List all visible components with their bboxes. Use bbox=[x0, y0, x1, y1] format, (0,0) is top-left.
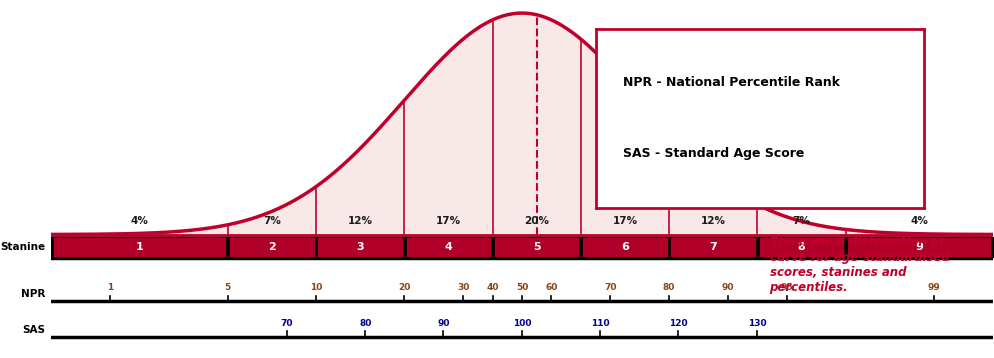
Text: 80: 80 bbox=[663, 283, 675, 292]
Text: NPR - National Percentile Rank: NPR - National Percentile Rank bbox=[622, 76, 840, 89]
Text: SAS: SAS bbox=[23, 325, 46, 335]
Text: 110: 110 bbox=[591, 319, 609, 328]
Text: 8: 8 bbox=[797, 242, 805, 252]
Text: NPR: NPR bbox=[21, 290, 46, 299]
Text: 2: 2 bbox=[268, 242, 275, 252]
Text: 90: 90 bbox=[722, 283, 735, 292]
Text: 20%: 20% bbox=[524, 216, 549, 226]
Text: 80: 80 bbox=[359, 319, 372, 328]
Text: SAS - Standard Age Score: SAS - Standard Age Score bbox=[622, 147, 804, 160]
Text: 40: 40 bbox=[486, 283, 499, 292]
Text: 5: 5 bbox=[225, 283, 231, 292]
Text: 12%: 12% bbox=[348, 216, 373, 226]
Text: The normal distribution or
curve for age-standardised
scores, stanines and
perce: The normal distribution or curve for age… bbox=[769, 236, 949, 294]
Text: 120: 120 bbox=[669, 319, 688, 328]
Text: 7%: 7% bbox=[263, 216, 281, 226]
Text: 17%: 17% bbox=[436, 216, 461, 226]
Text: 50: 50 bbox=[516, 283, 528, 292]
Text: 4%: 4% bbox=[911, 216, 928, 226]
Text: 4%: 4% bbox=[130, 216, 148, 226]
Text: Stanine: Stanine bbox=[0, 242, 46, 252]
Text: 9: 9 bbox=[915, 242, 923, 252]
Text: 130: 130 bbox=[747, 319, 766, 328]
Text: 17%: 17% bbox=[612, 216, 637, 226]
Text: 1: 1 bbox=[136, 242, 143, 252]
Text: 100: 100 bbox=[513, 319, 531, 328]
Text: 90: 90 bbox=[437, 319, 449, 328]
Text: 20: 20 bbox=[399, 283, 411, 292]
Text: 99: 99 bbox=[927, 283, 940, 292]
Text: 10: 10 bbox=[310, 283, 322, 292]
Text: 70: 70 bbox=[280, 319, 293, 328]
Text: 95: 95 bbox=[780, 283, 793, 292]
Text: 70: 70 bbox=[604, 283, 616, 292]
Text: 5: 5 bbox=[533, 242, 541, 252]
Text: 3: 3 bbox=[357, 242, 364, 252]
Text: 6: 6 bbox=[621, 242, 629, 252]
Text: 1: 1 bbox=[107, 283, 113, 292]
Text: 30: 30 bbox=[457, 283, 469, 292]
Text: 7%: 7% bbox=[792, 216, 810, 226]
Text: 4: 4 bbox=[444, 242, 452, 252]
Text: 12%: 12% bbox=[701, 216, 726, 226]
Text: 60: 60 bbox=[545, 283, 558, 292]
Text: 7: 7 bbox=[710, 242, 717, 252]
